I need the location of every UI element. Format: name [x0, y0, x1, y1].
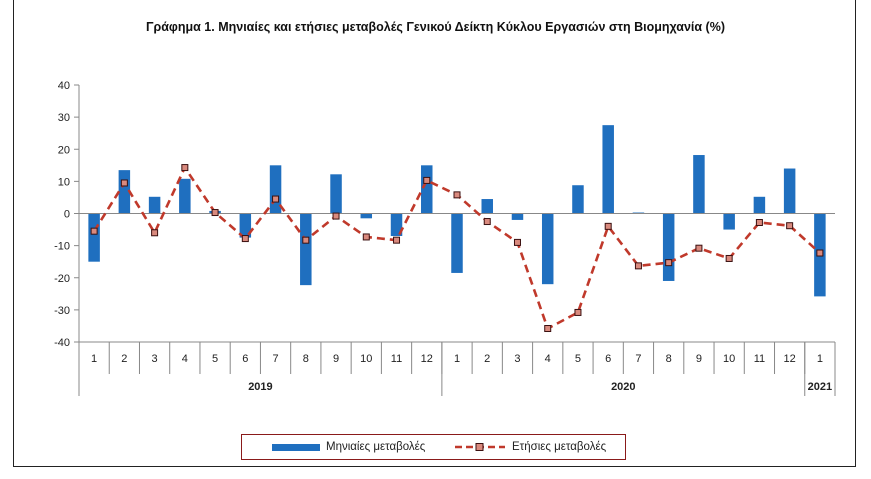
x-tick-label: 10 — [723, 353, 735, 365]
legend-item-annual: Ετήσιες μεταβολές — [454, 441, 606, 453]
point-annual — [453, 191, 461, 199]
x-tick-label: 1 — [91, 353, 97, 365]
y-tick-label: 20 — [58, 144, 70, 156]
point-annual — [695, 244, 703, 252]
point-annual — [332, 212, 340, 220]
point-annual — [816, 249, 824, 257]
bar-monthly — [481, 199, 493, 214]
x-tick-label: 1 — [817, 353, 823, 365]
x-tick-label: 7 — [272, 353, 278, 365]
x-tick-label: 6 — [242, 353, 248, 365]
x-tick-label: 12 — [784, 353, 796, 365]
bar-monthly — [300, 213, 312, 286]
bar-monthly — [88, 213, 100, 262]
y-tick-label: -10 — [54, 241, 70, 253]
legend-label-annual: Ετήσιες μεταβολές — [512, 441, 607, 453]
x-tick-label: 3 — [152, 353, 158, 365]
year-label: 2021 — [808, 381, 832, 393]
bar-monthly — [179, 178, 191, 214]
year-label: 2020 — [611, 381, 635, 393]
x-tick-label: 7 — [635, 353, 641, 365]
point-annual — [786, 222, 794, 230]
point-annual — [725, 254, 733, 262]
point-annual — [755, 218, 763, 226]
x-tick-label: 12 — [421, 353, 433, 365]
bar-monthly — [360, 213, 373, 219]
x-tick-label: 9 — [333, 353, 339, 365]
bar-monthly — [572, 185, 584, 214]
legend-label-monthly: Μηνιαίες μεταβολές — [326, 441, 426, 453]
x-tick-label: 11 — [391, 353, 402, 365]
year-label: 2019 — [248, 381, 272, 393]
y-tick-label: 10 — [58, 176, 70, 188]
point-annual — [483, 218, 491, 226]
x-tick-label: 8 — [303, 353, 309, 365]
bar-monthly — [511, 213, 524, 220]
bar-monthly — [421, 165, 433, 214]
bar-monthly — [269, 165, 282, 214]
point-annual — [90, 227, 98, 235]
point-annual — [513, 238, 521, 246]
point-annual — [120, 179, 128, 187]
x-tick-label: 10 — [360, 353, 372, 365]
point-annual — [151, 229, 159, 237]
chart-title: Γράφημα 1. Μηνιαίες και ετήσιες μεταβολέ… — [145, 20, 725, 34]
bar-monthly — [602, 125, 614, 214]
legend-swatch-annual — [455, 443, 505, 451]
bar-monthly — [541, 213, 554, 285]
y-tick-label: -30 — [54, 305, 70, 317]
bar-monthly — [662, 213, 675, 281]
bar-monthly — [239, 213, 252, 238]
point-annual — [393, 236, 401, 244]
x-tick-label: 2 — [484, 353, 490, 365]
bar-monthly — [330, 174, 342, 214]
bar-monthly — [390, 213, 403, 236]
legend: Μηνιαίες μεταβολές Ετήσιες μεταβολές — [241, 434, 626, 460]
point-annual — [574, 308, 582, 316]
x-tick-label: 9 — [696, 353, 702, 365]
x-tick-label: 8 — [666, 353, 672, 365]
x-tick-label: 3 — [514, 353, 520, 365]
point-annual — [181, 164, 189, 172]
x-tick-label: 11 — [754, 353, 765, 365]
bar-monthly — [451, 213, 463, 273]
y-tick-label: 40 — [58, 80, 70, 92]
legend-swatch-monthly — [272, 443, 320, 451]
bar-monthly — [783, 168, 796, 214]
x-tick-label: 4 — [545, 353, 551, 365]
bar-monthly — [753, 196, 766, 214]
y-tick-label: -40 — [54, 337, 70, 349]
bar-monthly — [723, 213, 735, 230]
x-tick-label: 6 — [605, 353, 611, 365]
bar-monthly — [118, 170, 131, 214]
y-tick-label: 0 — [64, 209, 70, 221]
x-tick-label: 4 — [182, 353, 188, 365]
point-annual — [241, 235, 249, 243]
point-annual — [302, 236, 310, 244]
bar-monthly — [148, 196, 161, 214]
bar-monthly — [693, 155, 705, 214]
point-annual — [362, 233, 370, 241]
legend-item-monthly: Μηνιαίες μεταβολές — [272, 441, 425, 453]
x-tick-label: 5 — [575, 353, 581, 365]
point-annual — [665, 259, 673, 267]
x-tick-label: 1 — [454, 353, 460, 365]
x-tick-label: 5 — [212, 353, 218, 365]
x-tick-label: 2 — [121, 353, 127, 365]
chart-frame — [13, 0, 856, 467]
point-annual — [604, 222, 612, 230]
y-tick-label: -20 — [54, 273, 70, 285]
point-annual — [634, 262, 642, 270]
y-tick-label: 30 — [58, 112, 70, 124]
point-annual — [423, 176, 431, 184]
point-annual — [211, 209, 219, 217]
point-annual — [272, 195, 280, 203]
point-annual — [544, 325, 552, 333]
